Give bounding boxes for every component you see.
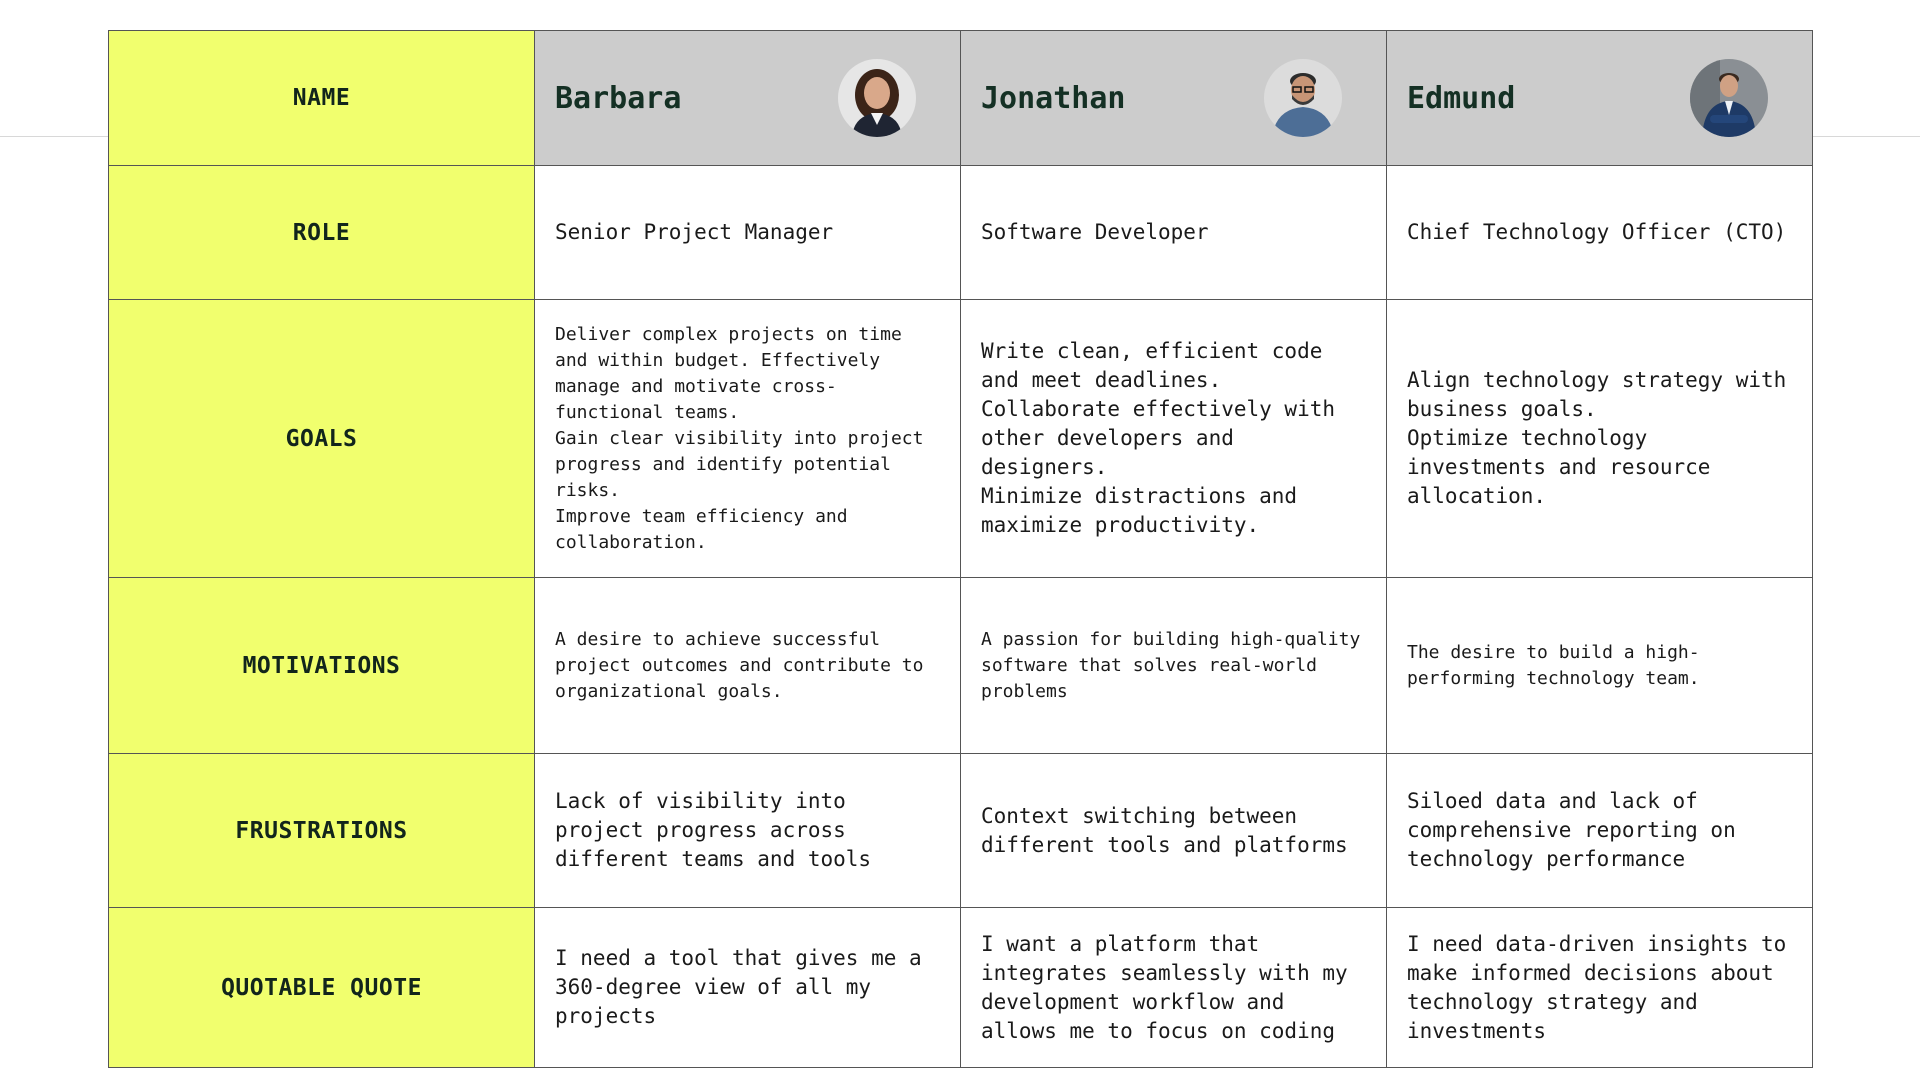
motivations-cell: A desire to achieve successful project o… <box>534 577 961 754</box>
row-label-goals: GOALS <box>108 299 535 578</box>
motivations-cell: A passion for building high-quality soft… <box>960 577 1387 754</box>
quote-cell: I need data-driven insights to make info… <box>1386 907 1813 1068</box>
frustrations-cell: Lack of visibility into project progress… <box>534 753 961 908</box>
portrait-woman-icon <box>838 59 916 137</box>
quote-cell: I want a platform that integrates seamle… <box>960 907 1387 1068</box>
divider-line-right <box>1813 136 1920 137</box>
row-label-motivations: MOTIVATIONS <box>108 577 535 754</box>
avatar <box>1264 59 1342 137</box>
portrait-man-suit-icon <box>1690 59 1768 137</box>
table-row-quote: QUOTABLE QUOTE I need a tool that gives … <box>108 907 1813 1068</box>
role-cell: Software Developer <box>960 165 1387 300</box>
frustrations-cell: Context switching between different tool… <box>960 753 1387 908</box>
quote-cell: I need a tool that gives me a 360-degree… <box>534 907 961 1068</box>
role-cell: Senior Project Manager <box>534 165 961 300</box>
table-row-role: ROLE Senior Project Manager Software Dev… <box>108 165 1813 300</box>
persona-table: NAME Barbara Jonathan <box>108 30 1813 1068</box>
goals-cell: Align technology strategy with business … <box>1386 299 1813 578</box>
persona-name: Barbara <box>555 80 682 116</box>
goal-item: Align technology strategy with business … <box>1407 368 1787 421</box>
row-label-name: NAME <box>108 30 535 166</box>
goal-item: Improve team efficiency and collaboratio… <box>555 505 848 553</box>
persona-name: Jonathan <box>981 80 1126 116</box>
row-label-role: ROLE <box>108 165 535 300</box>
table-row-motivations: MOTIVATIONS A desire to achieve successf… <box>108 577 1813 754</box>
divider-line-left <box>0 136 108 137</box>
goals-cell: Write clean, efficient code and meet dea… <box>960 299 1387 578</box>
motivations-cell: The desire to build a high-performing te… <box>1386 577 1813 754</box>
frustrations-cell: Siloed data and lack of comprehensive re… <box>1386 753 1813 908</box>
goal-item: Collaborate effectively with other devel… <box>981 397 1336 479</box>
row-label-quote: QUOTABLE QUOTE <box>108 907 535 1068</box>
persona-header-barbara: Barbara <box>534 30 961 166</box>
table-row-goals: GOALS Deliver complex projects on time a… <box>108 299 1813 578</box>
goal-item: Write clean, efficient code and meet dea… <box>981 339 1323 392</box>
persona-name: Edmund <box>1407 80 1516 116</box>
persona-header-jonathan: Jonathan <box>960 30 1387 166</box>
avatar <box>838 59 916 137</box>
table-row-frustrations: FRUSTRATIONS Lack of visibility into pro… <box>108 753 1813 908</box>
table-row-name: NAME Barbara Jonathan <box>108 30 1813 166</box>
goal-item: Deliver complex projects on time and wit… <box>555 323 902 423</box>
avatar <box>1690 59 1768 137</box>
role-cell: Chief Technology Officer (CTO) <box>1386 165 1813 300</box>
portrait-man-glasses-icon <box>1264 59 1342 137</box>
goal-item: Gain clear visibility into project progr… <box>555 427 924 501</box>
row-label-frustrations: FRUSTRATIONS <box>108 753 535 908</box>
persona-header-edmund: Edmund <box>1386 30 1813 166</box>
goal-item: Optimize technology investments and reso… <box>1407 426 1711 508</box>
goals-cell: Deliver complex projects on time and wit… <box>534 299 961 578</box>
goal-item: Minimize distractions and maximize produ… <box>981 484 1298 537</box>
